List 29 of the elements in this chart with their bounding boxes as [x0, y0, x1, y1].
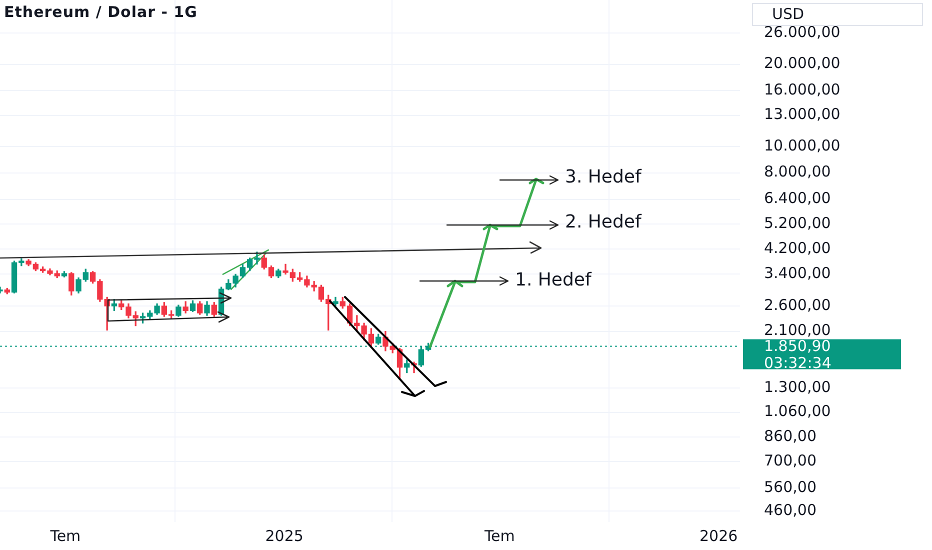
- y-tick-label: 8.000,00: [764, 162, 831, 181]
- x-tick-label: 2025: [265, 526, 304, 545]
- y-tick-label: 460,00: [764, 501, 816, 520]
- x-tick-label: 2026: [699, 526, 738, 545]
- y-tick-label: 16.000,00: [764, 80, 840, 99]
- x-tick-label: Tem: [49, 526, 81, 545]
- chart-title: Ethereum / Dolar - 1G: [4, 3, 198, 21]
- y-tick-label: 13.000,00: [764, 105, 840, 124]
- y-tick-label: 4.200,00: [764, 239, 831, 258]
- y-tick-label: 700,00: [764, 451, 816, 470]
- y-tick-label: 20.000,00: [764, 54, 840, 72]
- ref-line-label: 1.850,90: [764, 337, 831, 356]
- y-tick-label: 5.200,00: [764, 214, 831, 232]
- y-tick-label: 560,00: [764, 478, 816, 496]
- y-tick-label: 860,00: [764, 426, 816, 445]
- y-tick-label: 26.000,00: [764, 23, 840, 42]
- y-tick-label: 1.300,00: [764, 378, 831, 396]
- y-tick-label: 10.000,00: [764, 136, 840, 154]
- x-tick-label: Tem: [483, 526, 515, 545]
- y-axis-title: USD: [772, 4, 804, 23]
- text: 03:32:34: [764, 354, 832, 372]
- y-tick-label: 6.400,00: [764, 189, 831, 208]
- annotation: 3. Hedef: [565, 166, 642, 188]
- y-tick-label: 2.600,00: [764, 296, 831, 314]
- y-tick-label: 3.400,00: [764, 264, 831, 282]
- y-tick-label: 2.100,00: [764, 321, 831, 340]
- y-tick-label: 1.060,00: [764, 402, 831, 420]
- annotation: 1. Hedef: [515, 270, 592, 291]
- annotation: 2. Hedef: [565, 212, 642, 233]
